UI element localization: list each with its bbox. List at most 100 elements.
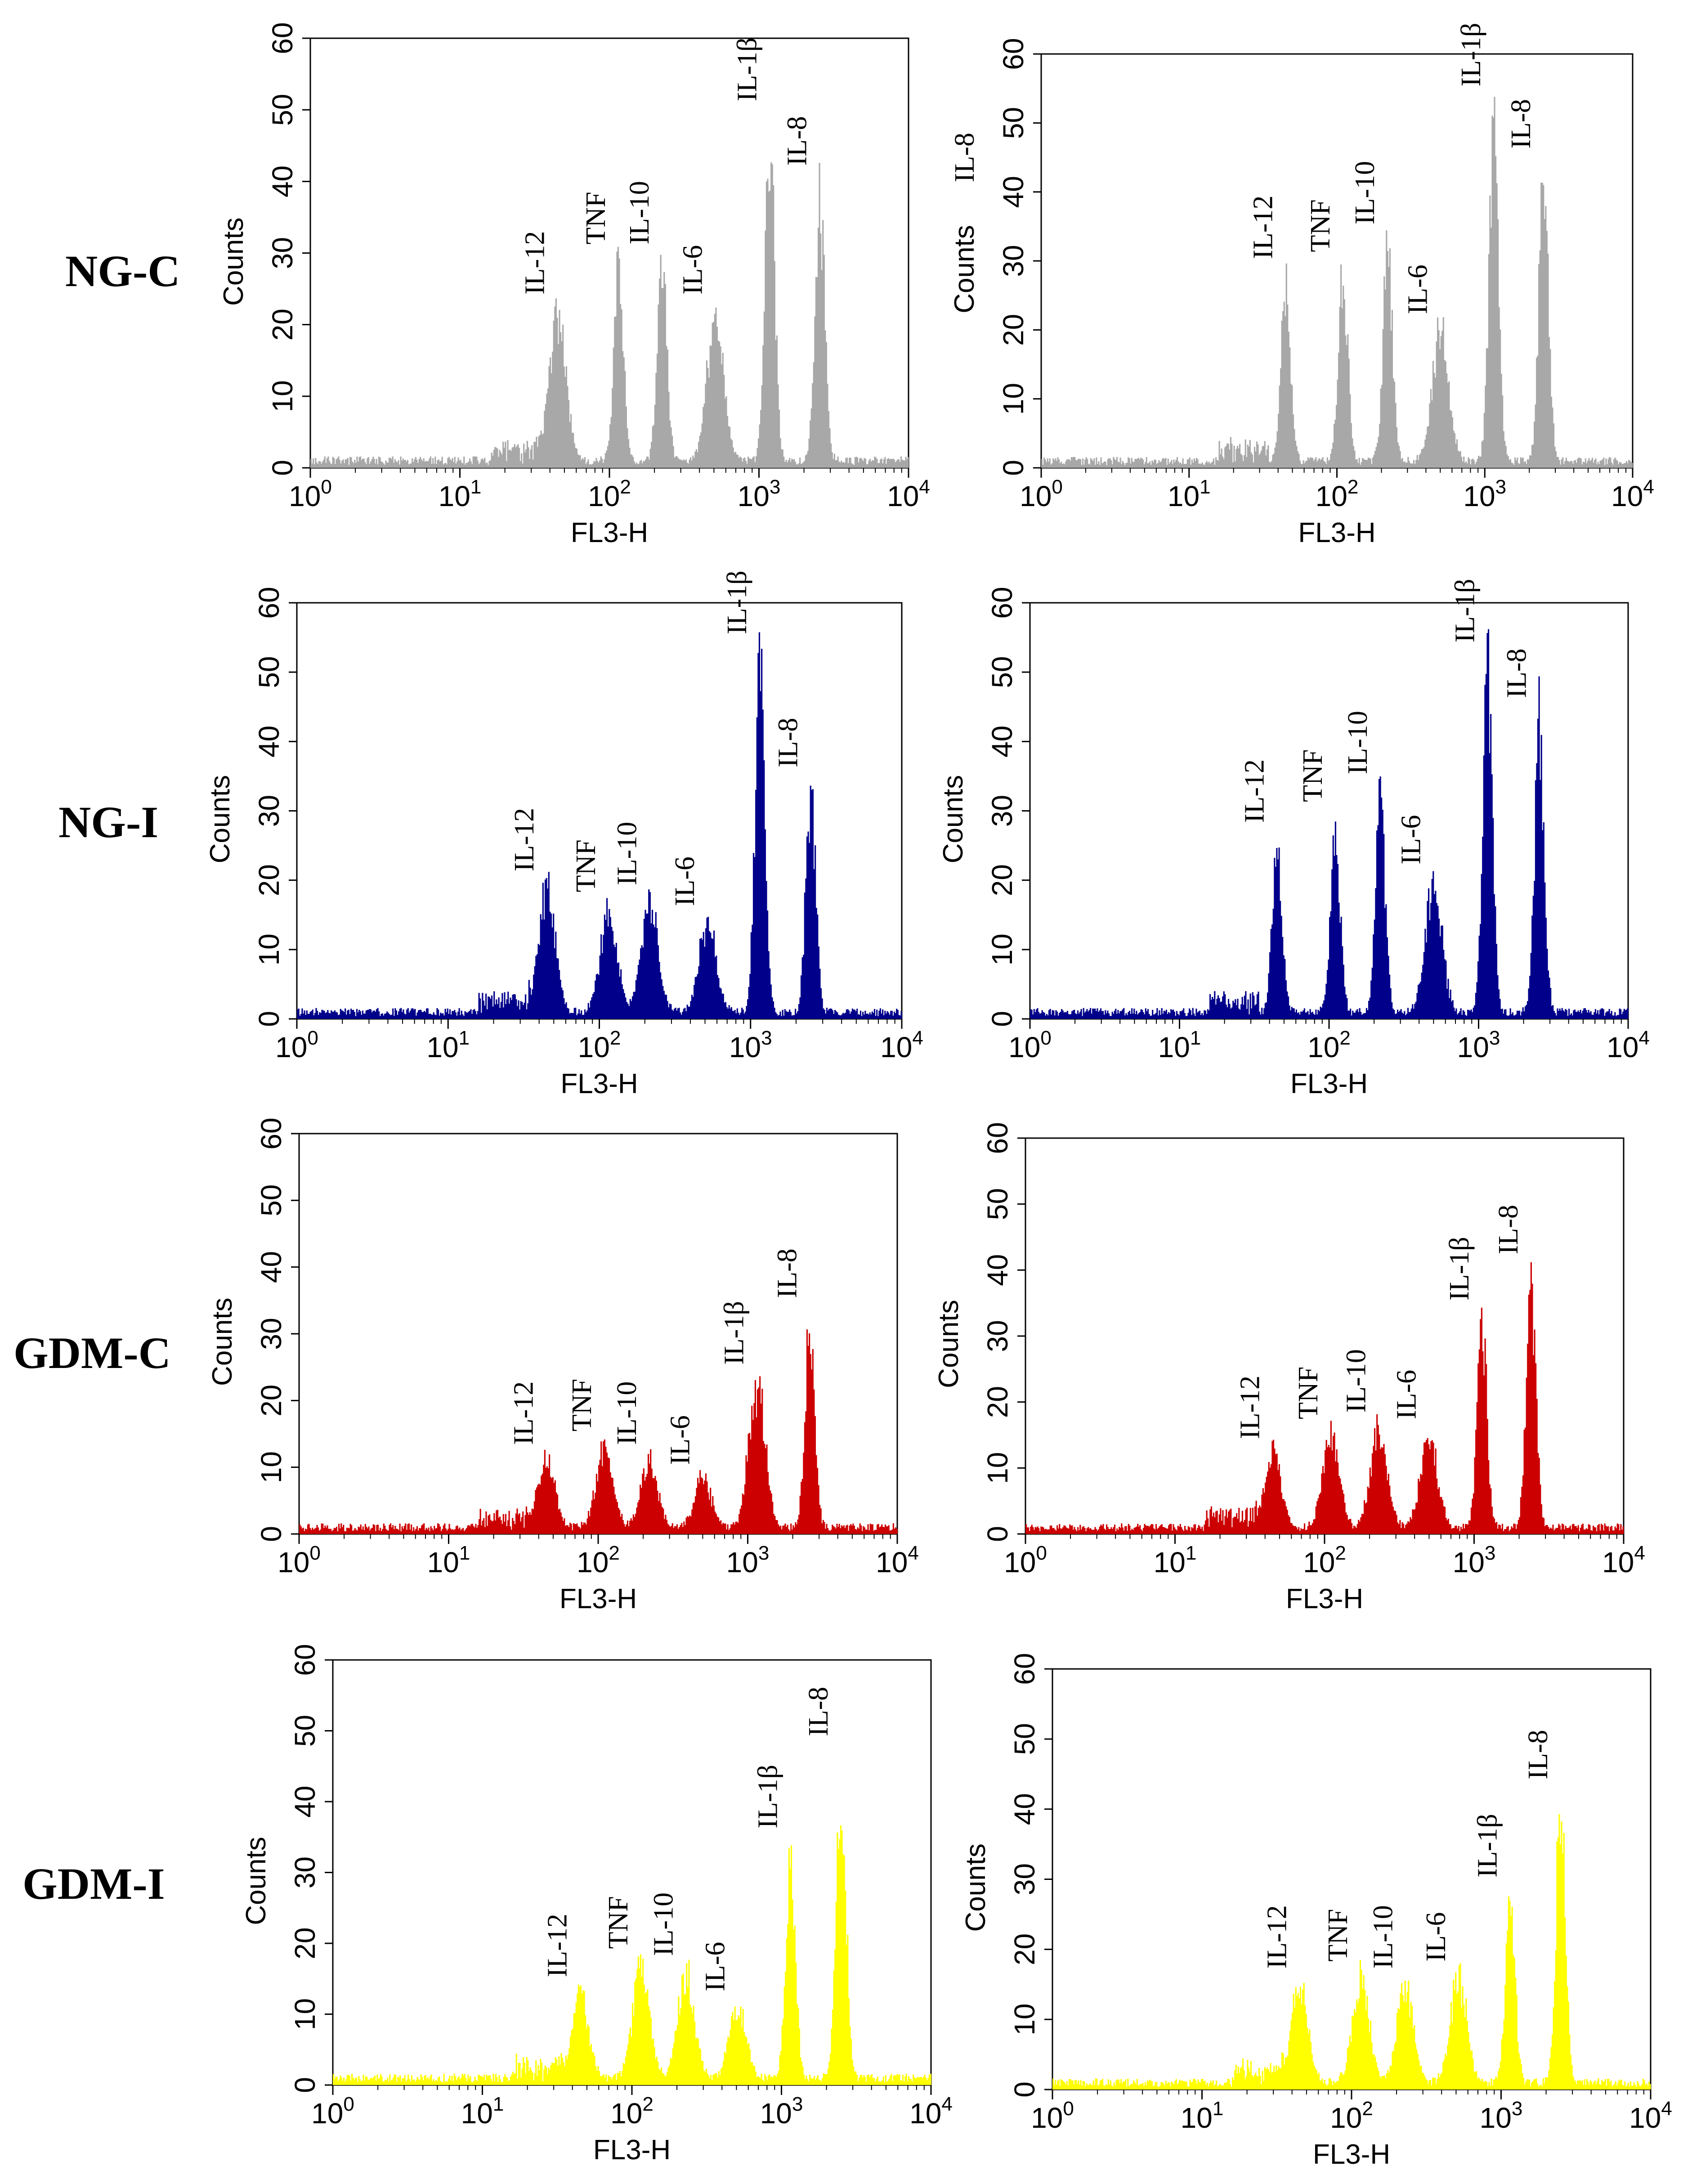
histogram-bin (568, 1527, 570, 1534)
histogram-bin (1507, 1015, 1509, 1019)
histogram-bin (1429, 1449, 1431, 1534)
histogram-bin (918, 2077, 920, 2085)
histogram-bin (1168, 2082, 1170, 2090)
histogram-bin (379, 457, 381, 468)
histogram-bin (832, 1525, 833, 1534)
histogram-bin (752, 924, 753, 1019)
histogram-bin (545, 404, 546, 468)
histogram-bin (1178, 1526, 1180, 1534)
histogram-bin (796, 2004, 798, 2085)
histogram-bin (1055, 1530, 1057, 1534)
histogram-bin (1547, 970, 1549, 1019)
peak-label-il-12: IL-12 (520, 231, 551, 295)
histogram-bin (1076, 2083, 1078, 2090)
histogram-bin (362, 1526, 364, 1534)
histogram-bin (1606, 464, 1608, 468)
histogram-bin (1521, 1011, 1523, 1019)
histogram-bin (678, 1996, 680, 2085)
histogram-bin (343, 1012, 345, 1019)
histogram-bin (854, 2072, 855, 2085)
histogram-bin (1157, 1015, 1159, 1019)
histogram-bin (1561, 459, 1562, 468)
histogram-bin (1399, 1520, 1401, 1534)
histogram-bin (1258, 1011, 1261, 1019)
histogram-bin (1509, 459, 1512, 468)
histogram-bin (1464, 2017, 1466, 2090)
histogram-bin (647, 457, 649, 468)
histogram-bin (1043, 1527, 1044, 1534)
histogram-bin (671, 2058, 673, 2085)
histogram-bin (868, 2077, 871, 2085)
histogram-bin (783, 2018, 784, 2085)
histogram-bin (843, 1014, 845, 1019)
histogram-bin (332, 457, 334, 468)
histogram-bin (1429, 2080, 1432, 2090)
histogram-bin (641, 945, 643, 1019)
histogram-bin (1339, 1478, 1341, 1534)
histogram-bin (626, 2050, 628, 2085)
histogram-bin (1408, 461, 1410, 468)
histogram-bin (384, 464, 385, 468)
histogram-bin (1374, 2057, 1376, 2090)
histogram-bin (484, 1527, 486, 1534)
histogram-bin (1170, 1524, 1172, 1534)
x-tick-label: 100 (289, 476, 332, 512)
histogram-bin (1393, 381, 1396, 468)
histogram-bars (333, 1825, 931, 2085)
histogram-bin (1579, 1531, 1580, 1534)
histogram-bin (386, 1011, 388, 1019)
histogram-bin (424, 1530, 426, 1534)
histogram-bin (1175, 1529, 1177, 1534)
histogram-bin (588, 2026, 590, 2085)
histogram-bin (792, 1525, 794, 1534)
histogram-bin (385, 1529, 387, 1534)
histogram-bin (585, 464, 587, 468)
histogram-bin (1600, 1009, 1602, 1019)
histogram-bin (1575, 1526, 1577, 1534)
histogram-bin (1589, 1012, 1591, 1019)
histogram-bin (587, 2024, 589, 2085)
histogram-bin (1315, 2068, 1316, 2090)
histogram-bin (1598, 1524, 1600, 1534)
histogram-bin (1372, 457, 1374, 468)
histogram-bin (728, 1005, 730, 1019)
histogram-bin (798, 1004, 800, 1019)
histogram-bin (441, 457, 443, 468)
histogram-bin (540, 914, 542, 1019)
histogram-bin (473, 1526, 474, 1534)
histogram-bin (1326, 2085, 1328, 2090)
histogram-bin (793, 459, 795, 468)
histogram-bin (1245, 1509, 1247, 1534)
histogram-bin (1316, 1014, 1318, 1019)
histogram-bin (468, 1011, 470, 1019)
histogram-bin (1481, 874, 1482, 1019)
histogram-bin (797, 1011, 799, 1019)
histogram-bin (762, 2080, 764, 2085)
histogram-bin (1459, 452, 1460, 468)
histogram-bin (453, 2073, 455, 2085)
histogram-bin (1356, 1009, 1358, 1019)
histogram-bin (1577, 458, 1579, 468)
histogram-bin (727, 2036, 729, 2085)
histogram-bin (1520, 1015, 1522, 1019)
histogram-bin (1501, 1009, 1503, 1019)
histogram-bin (318, 461, 320, 468)
histogram-bin (570, 1524, 572, 1534)
histogram-bin (354, 1528, 356, 1534)
histogram-bin (1191, 2082, 1193, 2090)
histogram-bin (487, 2076, 488, 2085)
histogram-bin (1406, 1991, 1408, 2090)
histogram-bin (908, 2076, 910, 2085)
histogram-bin (476, 1014, 478, 1019)
histogram-bin (637, 1956, 639, 2085)
histogram-bin (1598, 2078, 1599, 2090)
histogram-bin (321, 1523, 322, 1534)
histogram-bin (1573, 461, 1575, 468)
histogram-bin (697, 1478, 699, 1534)
histogram-bin (810, 785, 811, 1019)
histogram-bin (528, 1515, 530, 1534)
histogram-bin (501, 2082, 504, 2085)
histogram-bin (1093, 458, 1095, 468)
histogram-bin (1213, 458, 1214, 468)
histogram-bin (1377, 825, 1379, 1019)
